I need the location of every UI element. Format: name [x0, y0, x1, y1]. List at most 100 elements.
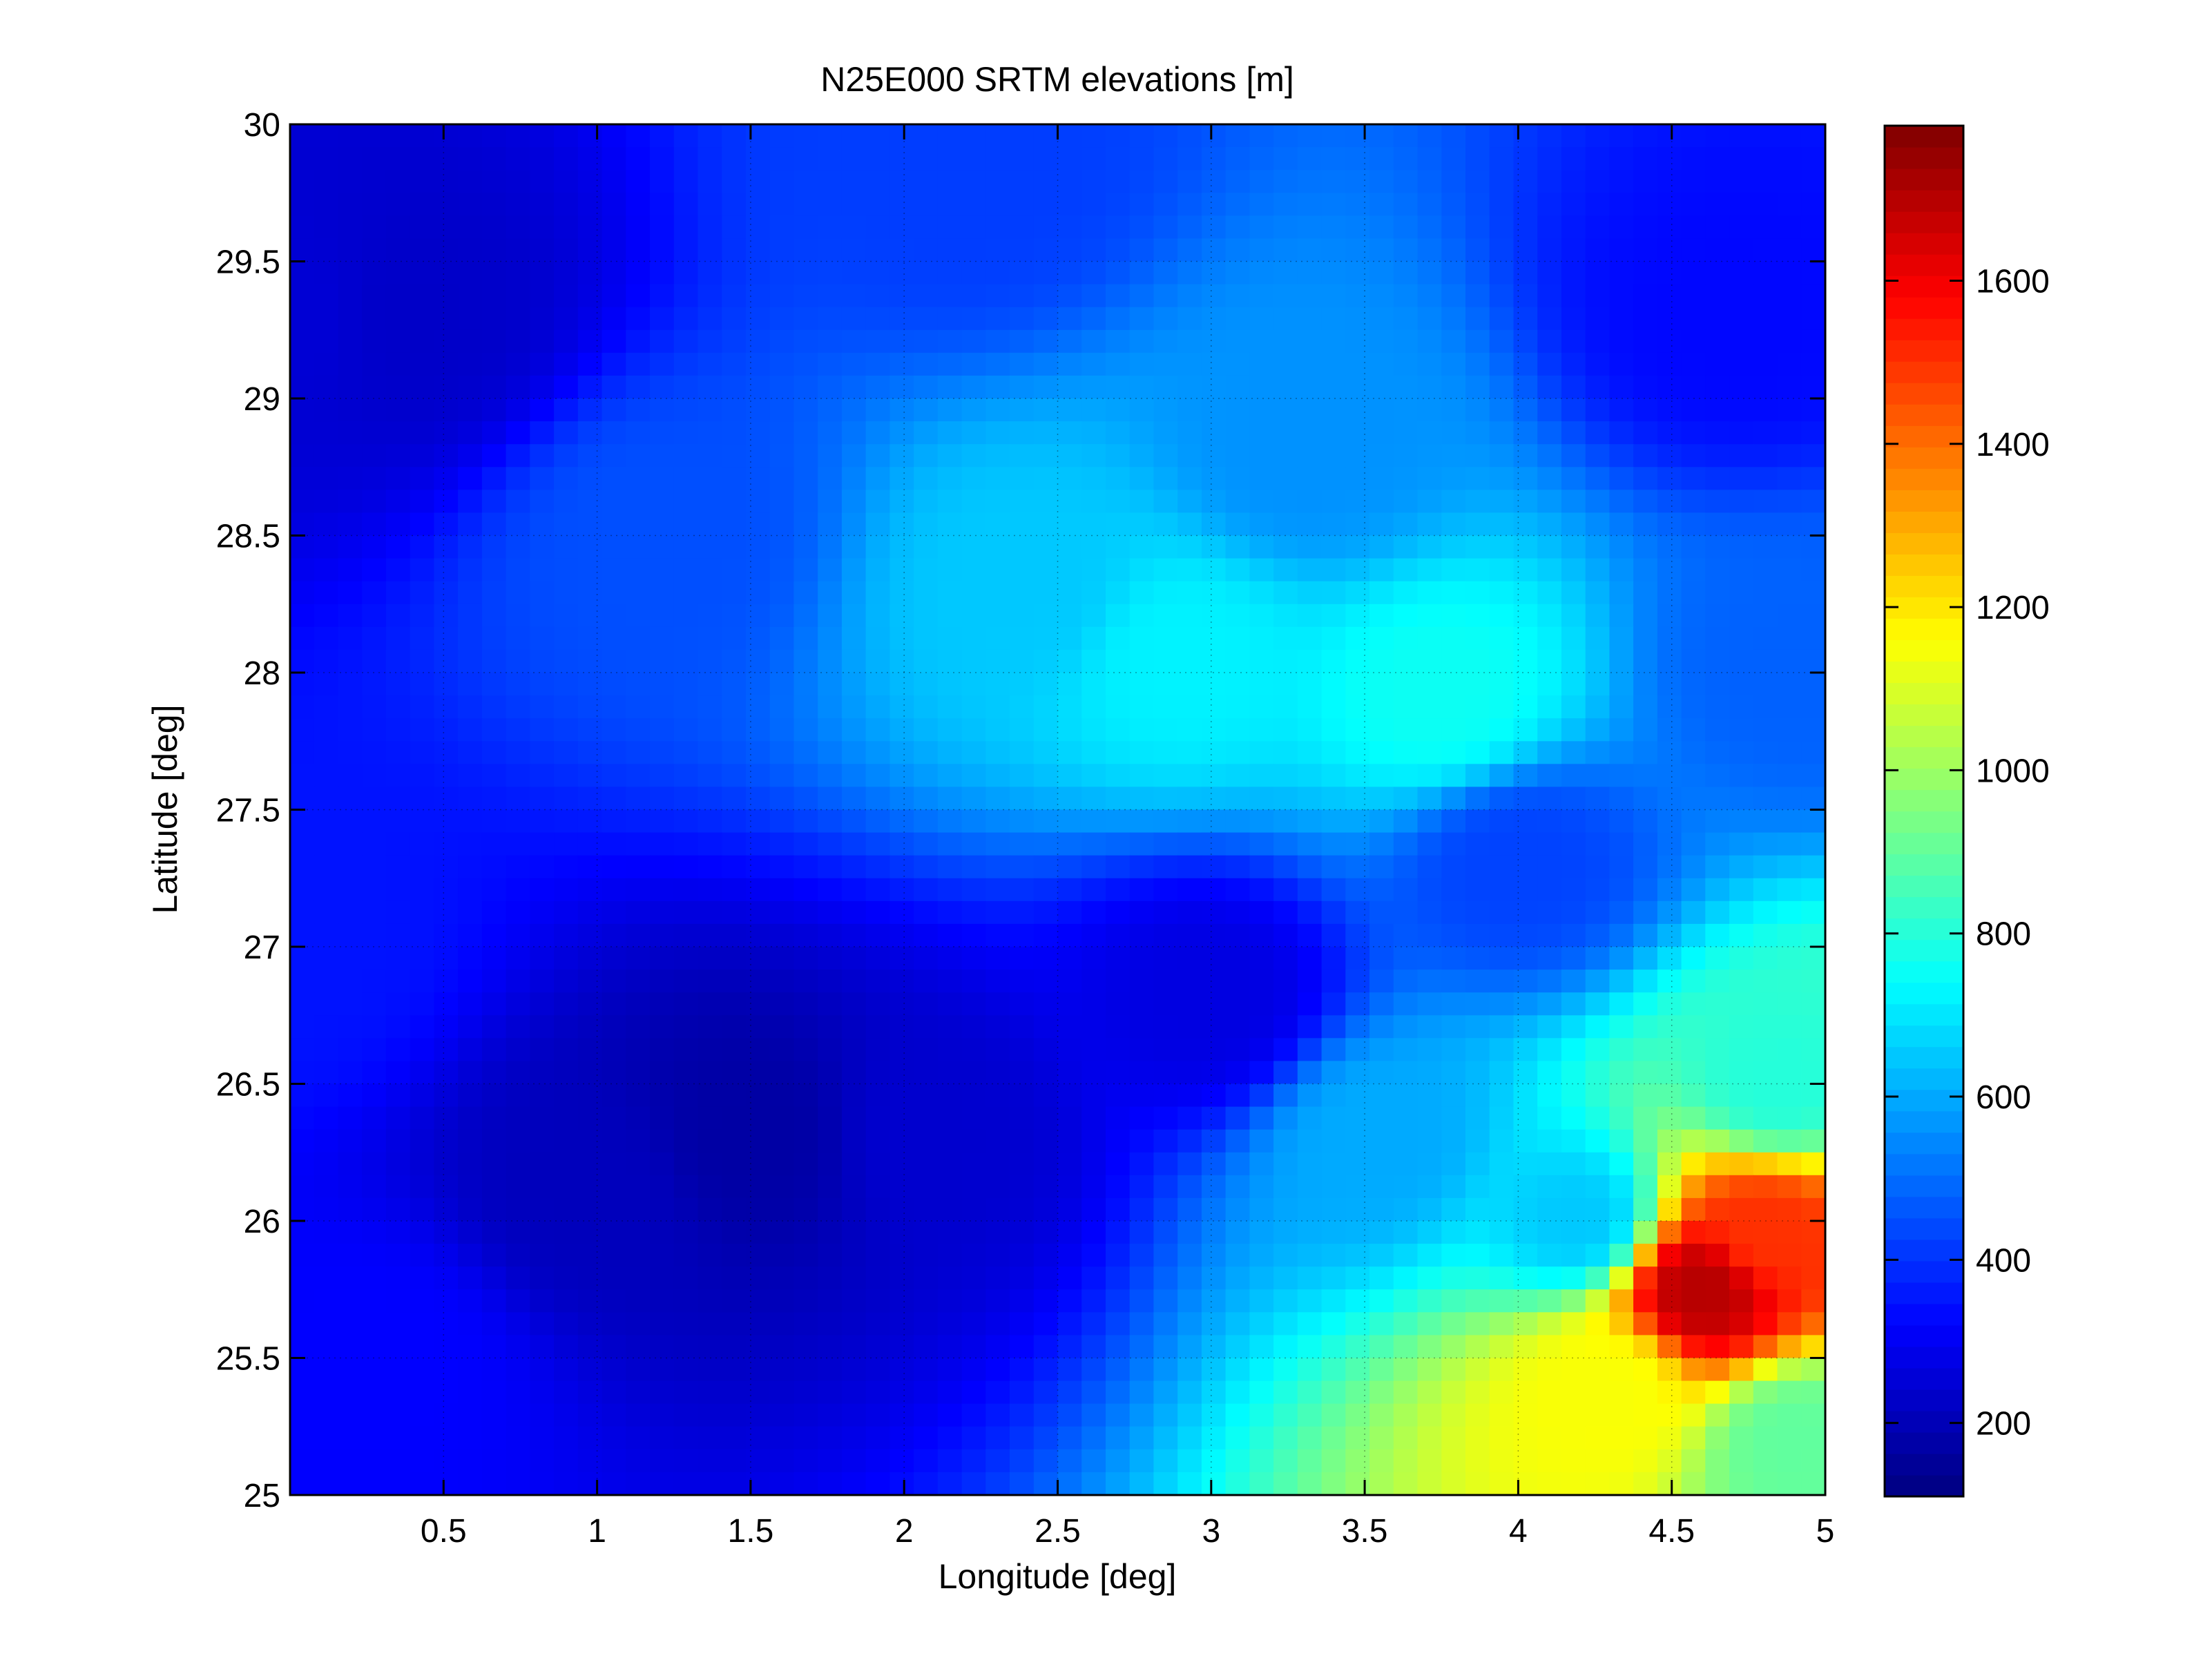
elevation-cell — [1441, 512, 1466, 537]
elevation-cell — [889, 947, 914, 970]
elevation-cell — [818, 718, 843, 742]
elevation-cell — [1081, 444, 1106, 468]
elevation-cell — [746, 238, 771, 262]
elevation-cell — [506, 1380, 531, 1405]
elevation-cell — [1201, 1129, 1227, 1153]
elevation-cell — [1513, 923, 1538, 947]
elevation-cell — [985, 878, 1010, 902]
elevation-cell — [554, 1015, 579, 1039]
elevation-cell — [1705, 764, 1730, 788]
elevation-cell — [577, 329, 603, 354]
elevation-cell — [961, 649, 987, 673]
elevation-cell — [362, 673, 387, 696]
elevation-cell — [1033, 1061, 1059, 1085]
elevation-cell — [698, 649, 722, 673]
elevation-cell — [1417, 261, 1442, 285]
elevation-cell — [769, 444, 795, 468]
elevation-cell — [338, 1289, 363, 1313]
elevation-cell — [1705, 170, 1730, 194]
elevation-cell — [985, 467, 1010, 491]
elevation-cell — [961, 1061, 987, 1085]
y-tick-label: 28 — [244, 655, 280, 692]
elevation-cell — [698, 398, 722, 422]
elevation-cell — [1345, 512, 1370, 537]
elevation-cell — [698, 1197, 722, 1222]
elevation-cell — [1609, 1197, 1634, 1222]
elevation-cell — [1369, 170, 1394, 194]
elevation-cell — [434, 1106, 459, 1130]
elevation-cell — [338, 1449, 363, 1473]
elevation-cell — [554, 1061, 579, 1085]
elevation-cell — [1010, 535, 1035, 559]
elevation-cell — [1633, 535, 1658, 559]
elevation-cell — [1249, 193, 1274, 217]
elevation-cell — [1561, 923, 1586, 947]
elevation-cell — [1393, 1038, 1418, 1062]
elevation-cell — [746, 1289, 771, 1313]
elevation-cell — [506, 992, 531, 1016]
elevation-cell — [818, 352, 843, 376]
elevation-cell — [1345, 193, 1370, 217]
elevation-cell — [722, 329, 747, 354]
elevation-cell — [362, 490, 387, 514]
elevation-cell — [818, 398, 843, 422]
elevation-cell — [1393, 352, 1418, 376]
elevation-cell — [1609, 170, 1634, 194]
elevation-cell — [602, 398, 626, 422]
elevation-cell — [1249, 124, 1274, 148]
elevation-cell — [1801, 741, 1825, 765]
elevation-cell — [1705, 1129, 1730, 1153]
elevation-cell — [1609, 1449, 1634, 1473]
elevation-cell — [1513, 1312, 1538, 1336]
elevation-cell — [1273, 1335, 1298, 1359]
elevation-cell — [1513, 878, 1538, 902]
elevation-cell — [1057, 444, 1082, 468]
elevation-cell — [530, 1244, 555, 1267]
elevation-cell — [458, 238, 483, 262]
elevation-cell — [481, 1106, 507, 1130]
elevation-cell — [481, 764, 507, 788]
elevation-cell — [1801, 649, 1825, 673]
elevation-cell — [746, 421, 771, 445]
elevation-cell — [1153, 535, 1178, 559]
elevation-cell — [1585, 147, 1610, 171]
elevation-cell — [698, 741, 722, 765]
elevation-cell — [1417, 923, 1442, 947]
elevation-cell — [626, 1289, 651, 1313]
elevation-cell — [1561, 947, 1586, 970]
elevation-cell — [1729, 1403, 1754, 1427]
elevation-cell — [554, 467, 579, 491]
elevation-cell — [961, 535, 987, 559]
elevation-cell — [1225, 284, 1251, 308]
elevation-cell — [698, 1426, 722, 1450]
elevation-cell — [1057, 695, 1082, 719]
elevation-cell — [698, 1106, 722, 1130]
elevation-cell — [1441, 1289, 1466, 1313]
elevation-cell — [698, 1266, 722, 1291]
elevation-cell — [1729, 581, 1754, 605]
elevation-cell — [1753, 329, 1778, 354]
elevation-cell — [769, 284, 795, 308]
elevation-cell — [1417, 626, 1442, 650]
elevation-cell — [1129, 421, 1155, 445]
elevation-cell — [985, 398, 1010, 422]
elevation-cell — [673, 1197, 699, 1222]
elevation-cell — [458, 1038, 483, 1062]
colorbar-band — [1885, 1132, 1963, 1155]
elevation-cell — [314, 512, 339, 537]
elevation-cell — [1201, 467, 1227, 491]
elevation-cell — [314, 261, 339, 285]
elevation-cell — [338, 215, 363, 240]
elevation-cell — [818, 1221, 843, 1244]
elevation-cell — [1057, 923, 1082, 947]
elevation-cell — [577, 581, 603, 605]
elevation-cell — [961, 604, 987, 628]
elevation-cell — [650, 649, 675, 673]
elevation-cell — [1609, 1129, 1634, 1153]
elevation-cell — [1513, 900, 1538, 925]
elevation-cell — [841, 626, 867, 650]
elevation-cell — [1345, 923, 1370, 947]
elevation-cell — [530, 809, 555, 833]
elevation-cell — [385, 558, 411, 582]
elevation-cell — [841, 1449, 867, 1473]
